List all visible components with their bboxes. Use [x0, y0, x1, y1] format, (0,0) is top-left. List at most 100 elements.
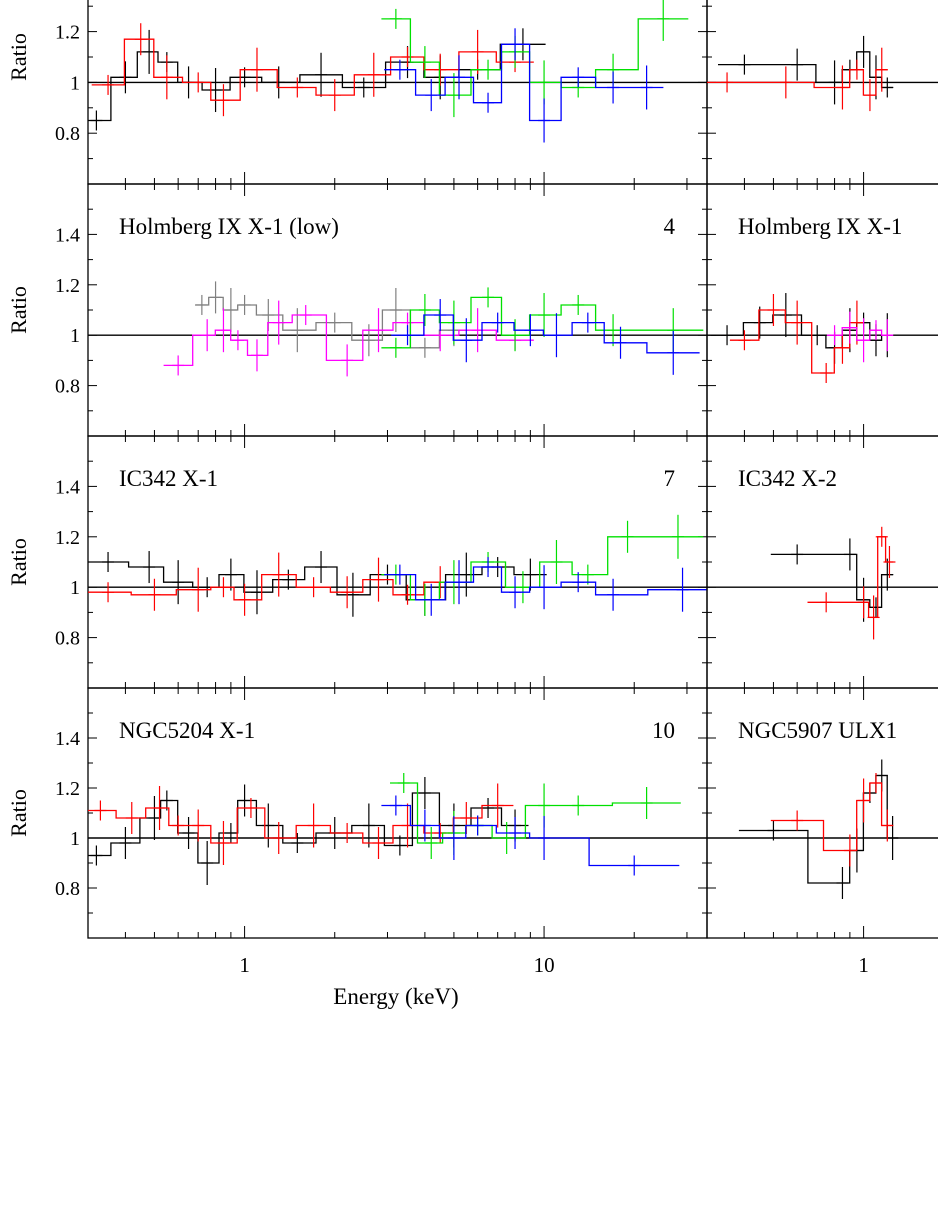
data-point [836, 331, 849, 364]
data-point [393, 835, 406, 856]
panel-title: Holmberg IX X-1 [738, 214, 902, 239]
series-magenta [826, 311, 894, 363]
series-magenta [163, 300, 534, 377]
data-point [357, 77, 370, 98]
panel-2-1: 0.8 1 1.2 1.4 Ratio Holmberg IX X-1 (low) 4 [6, 183, 708, 437]
data-point [524, 314, 537, 347]
data-point [843, 834, 856, 867]
data-point [224, 288, 237, 332]
panel-2-2: Holmberg IX X-1 [706, 183, 938, 437]
data-point [143, 551, 156, 584]
data-point [102, 552, 115, 572]
data-point [201, 319, 214, 352]
panel-title: Holmberg IX X-1 (low) [119, 214, 339, 239]
data-point [192, 809, 205, 842]
data-point [238, 784, 251, 817]
data-point [491, 312, 504, 333]
data-point [393, 564, 406, 585]
data-point [460, 318, 473, 363]
data-point [453, 55, 466, 100]
data-point [753, 306, 766, 339]
data-point [836, 65, 849, 110]
panel-frame [87, 0, 708, 185]
data-point [172, 560, 185, 605]
data-point [372, 557, 385, 602]
data-point [550, 540, 563, 584]
series-line [390, 782, 681, 844]
series-black [88, 777, 529, 885]
data-point [272, 300, 285, 345]
data-point [238, 294, 251, 315]
data-point [791, 300, 804, 345]
y-axis-label: Ratio [6, 538, 31, 586]
data-point [836, 867, 849, 899]
data-point [425, 79, 438, 112]
y-tick-label: 1.2 [55, 275, 80, 297]
data-point [119, 827, 132, 859]
data-point [182, 817, 195, 849]
series-line [381, 18, 689, 96]
data-point [362, 324, 375, 357]
y-tick-label: 0.8 [55, 878, 80, 900]
data-point [581, 564, 594, 585]
series-line [710, 314, 893, 349]
data-point [418, 337, 431, 358]
series-red [707, 47, 888, 112]
data-point [640, 787, 653, 819]
series-line [384, 566, 707, 601]
data-point [491, 783, 504, 828]
data-point [572, 67, 585, 88]
x-tick-label: 10 [534, 953, 555, 977]
data-point [209, 281, 222, 314]
data-point [883, 546, 896, 578]
panel-3-2: IC342 X-2 [706, 435, 938, 689]
data-point [460, 552, 473, 597]
data-point [160, 55, 173, 100]
data-point [881, 77, 894, 98]
data-point [767, 820, 780, 841]
data-layer [88, 281, 707, 377]
data-point [857, 586, 870, 619]
panel-1-2 [706, 0, 938, 185]
data-point [447, 73, 460, 118]
data-point [738, 54, 751, 75]
data-point [657, 0, 670, 41]
data-point [607, 71, 620, 104]
y-tick-label: 0.8 [55, 628, 80, 650]
series-green [381, 514, 704, 616]
data-point [738, 330, 751, 351]
data-point [425, 827, 438, 859]
series-green [381, 0, 689, 118]
data-point [791, 810, 804, 831]
series-line [770, 553, 893, 609]
data-point [250, 570, 263, 615]
panel-title: NGC5907 ULX1 [738, 718, 897, 743]
data-point [119, 61, 132, 94]
series-blue [384, 557, 707, 616]
data-point [538, 816, 551, 860]
data-point [538, 60, 551, 105]
data-point [341, 576, 354, 609]
data-point [869, 773, 882, 793]
series-gray [195, 281, 469, 358]
data-point [828, 325, 841, 346]
data-point [192, 72, 205, 93]
data-point [671, 514, 684, 559]
data-point [607, 578, 620, 611]
y-tick-label: 0.8 [55, 123, 80, 145]
data-point [192, 567, 205, 612]
data-point [418, 809, 431, 842]
series-line [738, 774, 898, 884]
series-black [770, 538, 894, 622]
data-point [482, 557, 495, 578]
data-point [307, 577, 320, 598]
y-tick-label: 1.4 [55, 224, 80, 246]
data-point [90, 110, 103, 131]
data-point [217, 577, 230, 598]
panel-number: 7 [664, 466, 676, 491]
data-point [134, 23, 147, 56]
data-point [372, 827, 385, 859]
data-point [875, 526, 888, 547]
data-point [143, 29, 156, 74]
